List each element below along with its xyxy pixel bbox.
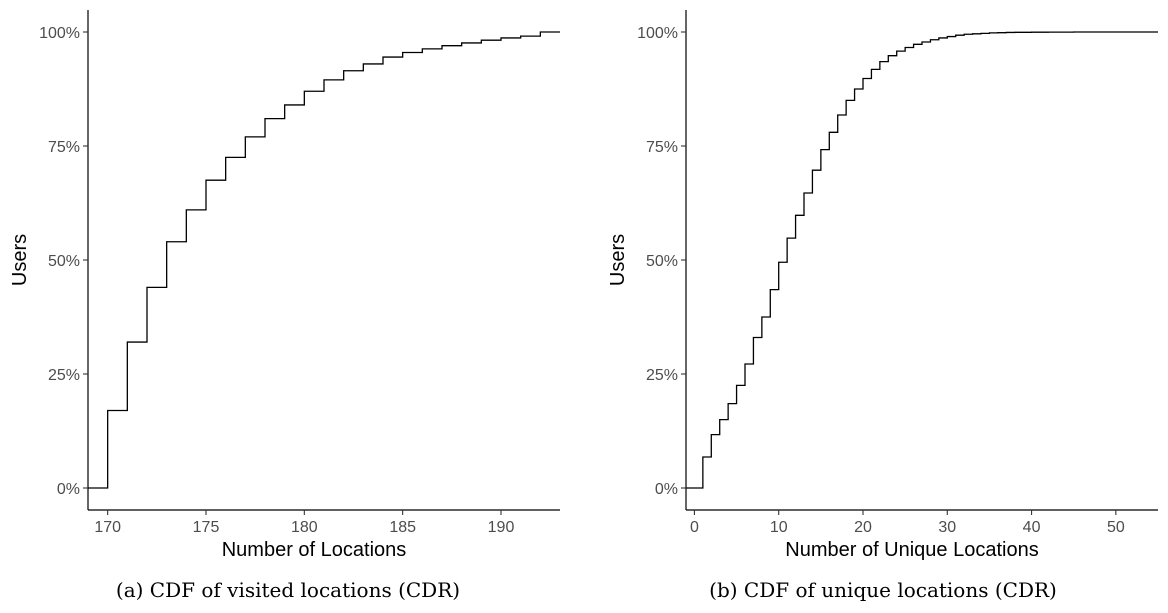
chart-panel-b: 0% 25% 50% 75% 100% 0 10 20 30 40 50 Number of Uniq… xyxy=(607,10,1158,602)
y-tick-label: 50% xyxy=(48,253,80,270)
x-tick-label: 30 xyxy=(938,519,956,536)
figure-caption: (b) CDF of unique locations (CDR) xyxy=(709,578,1057,602)
y-tick-label: 25% xyxy=(646,367,678,384)
cdf-step-line xyxy=(88,31,560,489)
y-tick-label: 100% xyxy=(39,25,80,42)
y-tick-label: 75% xyxy=(646,139,678,156)
x-tick-label: 180 xyxy=(291,519,318,536)
cdf-step-line xyxy=(686,31,1158,489)
y-tick-label: 75% xyxy=(48,139,80,156)
y-axis-title: Users xyxy=(9,234,31,286)
y-axis-title: Users xyxy=(607,234,629,286)
x-axis-title: Number of Unique Locations xyxy=(785,539,1038,561)
x-axis-title: Number of Locations xyxy=(222,539,407,561)
y-tick-label: 25% xyxy=(48,367,80,384)
y-tick-label: 50% xyxy=(646,253,678,270)
figure-caption: (a) CDF of visited locations (CDR) xyxy=(116,578,460,602)
y-tick-label: 100% xyxy=(637,25,678,42)
x-tick-label: 20 xyxy=(854,519,872,536)
x-tick-label: 185 xyxy=(389,519,416,536)
x-tick-label: 190 xyxy=(488,519,515,536)
x-tick-label: 40 xyxy=(1023,519,1041,536)
x-tick-label: 170 xyxy=(94,519,121,536)
y-tick-label: 0% xyxy=(57,481,80,498)
x-tick-label: 50 xyxy=(1107,519,1125,536)
x-tick-label: 0 xyxy=(690,519,699,536)
chart-panel-a: 0% 25% 50% 75% 100% 170 175 180 185 190 Number of … xyxy=(9,10,560,602)
x-tick-label: 10 xyxy=(770,519,788,536)
x-tick-label: 175 xyxy=(193,519,220,536)
y-tick-label: 0% xyxy=(655,481,678,498)
